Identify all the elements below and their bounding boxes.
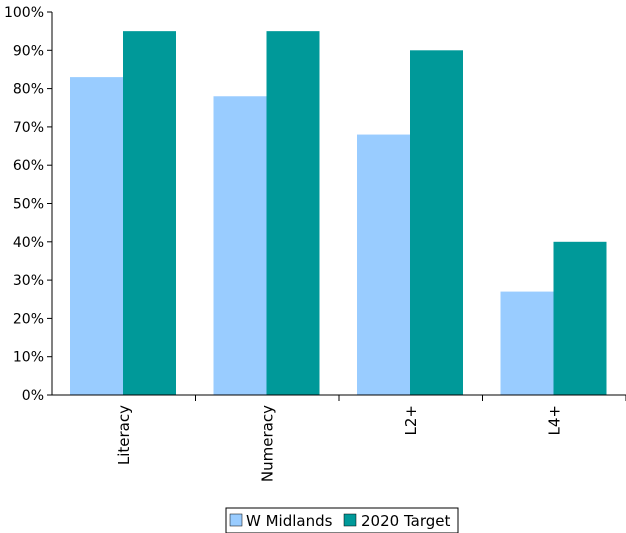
y-tick-label: 10% bbox=[13, 350, 44, 366]
bar-2020-target-l4 bbox=[553, 241, 607, 395]
y-tick-label: 80% bbox=[13, 82, 44, 98]
legend-frame bbox=[225, 507, 459, 533]
bar-w-midlands-l4 bbox=[500, 291, 554, 395]
y-axis-ticks: 0% 10% 20% 30% 40% 50% 60% 70% 80% 90% 100% bbox=[4, 5, 52, 404]
x-axis-labels: Literacy Numeracy L2+ L4+ bbox=[115, 395, 626, 482]
y-tick-label: 70% bbox=[13, 120, 44, 136]
x-category-label: L4+ bbox=[546, 405, 564, 435]
y-tick-label: 90% bbox=[13, 43, 44, 59]
y-tick-label: 60% bbox=[13, 158, 44, 174]
bar-2020-target-numeracy bbox=[266, 31, 320, 396]
y-tick-label: 50% bbox=[13, 197, 44, 213]
legend: W Midlands 2020 Target bbox=[225, 507, 459, 533]
legend-swatch-w-midlands bbox=[229, 513, 243, 527]
x-category-label: Numeracy bbox=[259, 405, 277, 482]
y-tick-label: 30% bbox=[13, 273, 44, 289]
y-tick-label: 100% bbox=[4, 5, 44, 21]
bars bbox=[70, 31, 607, 396]
x-category-label: L2+ bbox=[402, 405, 420, 435]
legend-label-w-midlands: W Midlands bbox=[246, 512, 333, 530]
bar-2020-target-literacy bbox=[123, 31, 176, 396]
bar-2020-target-l2 bbox=[410, 50, 463, 396]
bar-w-midlands-numeracy bbox=[213, 96, 267, 395]
legend-swatch-2020-target bbox=[343, 513, 357, 527]
legend-label-2020-target: 2020 Target bbox=[361, 512, 450, 530]
y-tick-label: 0% bbox=[22, 388, 44, 404]
x-category-label: Literacy bbox=[115, 405, 133, 465]
y-tick-label: 20% bbox=[13, 311, 44, 327]
y-tick-label: 40% bbox=[13, 235, 44, 251]
bar-w-midlands-literacy bbox=[70, 77, 123, 396]
bar-w-midlands-l2 bbox=[357, 134, 410, 395]
